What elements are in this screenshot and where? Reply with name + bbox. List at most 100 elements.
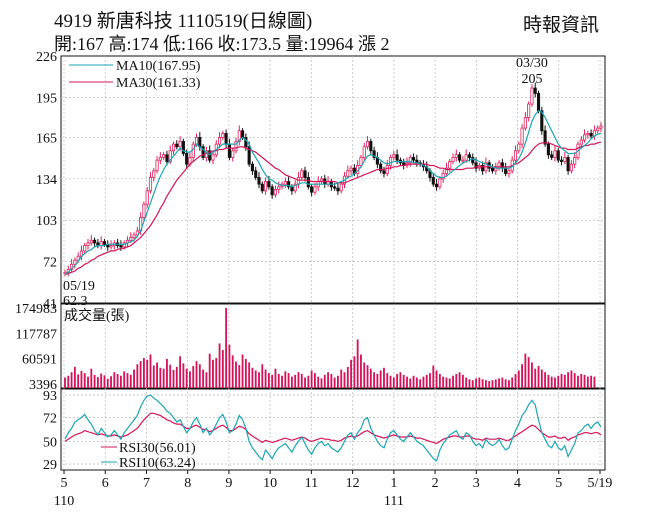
volume-bar xyxy=(531,362,533,388)
candle-body xyxy=(556,150,560,161)
month-tick-label: 8 xyxy=(184,476,191,491)
volume-bar xyxy=(152,365,155,388)
candle-body xyxy=(530,87,534,105)
candle-body xyxy=(86,242,90,246)
rsi30-line xyxy=(64,412,602,445)
volume-bar xyxy=(491,380,494,388)
volume-bar xyxy=(517,370,520,388)
volume-bar xyxy=(228,344,231,388)
volume-bar xyxy=(149,354,152,388)
volume-bar xyxy=(192,366,195,388)
year-tick-label: 110 xyxy=(54,494,74,509)
candle-body xyxy=(441,173,445,180)
candle-body xyxy=(221,133,225,138)
volume-bar xyxy=(386,373,389,388)
volume-bar xyxy=(471,380,474,388)
volume-bar xyxy=(567,372,570,388)
candle-body xyxy=(310,186,314,193)
volume-bar xyxy=(501,377,504,388)
candle-body xyxy=(99,241,103,246)
volume-bar xyxy=(577,375,579,388)
candle-body xyxy=(234,141,238,152)
high-date-label: 03/30 xyxy=(516,56,548,71)
price-tick-label: 165 xyxy=(36,131,57,146)
volume-bar xyxy=(540,369,543,388)
candle-body xyxy=(129,237,133,241)
page-title: 4919 新唐科技 1110519(日線圖) xyxy=(54,11,313,32)
volume-bar xyxy=(373,372,376,388)
volume-bar xyxy=(73,366,76,388)
candle-body xyxy=(175,143,179,148)
volume-bar xyxy=(267,373,270,388)
candle-body xyxy=(142,203,146,218)
volume-bar xyxy=(346,366,349,388)
volume-bar xyxy=(235,361,237,388)
price-tick-label: 103 xyxy=(36,214,57,229)
candle-body xyxy=(536,92,541,112)
volume-bar xyxy=(557,375,560,388)
volume-bar xyxy=(455,373,458,388)
volume-bar xyxy=(185,368,188,388)
volume-bar xyxy=(77,374,80,388)
rsi-tick-label: 29 xyxy=(43,458,57,473)
price-tick-label: 41 xyxy=(43,297,57,312)
month-tick-label: 9 xyxy=(225,476,232,491)
volume-bar xyxy=(524,353,527,388)
candle-body xyxy=(589,133,593,137)
candle-body xyxy=(224,133,228,145)
candle-body xyxy=(171,143,176,152)
volume-bar xyxy=(508,380,510,388)
volume-bar xyxy=(195,361,198,388)
candle-body xyxy=(431,177,435,185)
candle-body xyxy=(185,153,189,165)
candle-body xyxy=(306,177,310,188)
volume-bar xyxy=(251,367,254,388)
volume-bar xyxy=(412,375,415,388)
candle-body xyxy=(76,255,80,261)
candles xyxy=(63,82,603,277)
volume-panel-frame xyxy=(60,303,606,389)
volume-bar xyxy=(438,373,441,388)
ohlc-summary: 開:167 高:174 低:166 收:173.5 量:19964 漲 2 xyxy=(54,34,390,54)
volume-label: 成交量(張) xyxy=(64,307,130,324)
volume-bar xyxy=(478,377,481,388)
volume-bar xyxy=(409,378,412,388)
high-value-label: 205 xyxy=(521,72,542,87)
candle-body xyxy=(543,130,547,145)
candle-body xyxy=(89,239,93,244)
volume-bar xyxy=(172,370,175,388)
candle-body xyxy=(586,133,590,136)
candle-body xyxy=(369,141,373,152)
month-tick-label: 4 xyxy=(514,476,521,491)
candle-body xyxy=(573,157,577,165)
volume-bar xyxy=(547,374,550,388)
candle-body xyxy=(550,154,554,158)
volume-bar xyxy=(514,373,517,388)
volume-bar xyxy=(573,373,576,388)
candle-body xyxy=(168,150,172,162)
volume-bar xyxy=(340,369,343,388)
volume-bar xyxy=(225,308,228,388)
rsi-tick-label: 93 xyxy=(43,389,57,404)
volume-bar xyxy=(586,376,589,388)
candle-body xyxy=(155,159,159,172)
volume-bar xyxy=(445,377,448,388)
candle-body xyxy=(546,143,550,156)
volume-bar xyxy=(215,358,218,388)
candle-body xyxy=(277,186,281,190)
candle-body xyxy=(540,110,544,132)
candle-body xyxy=(250,163,254,172)
volume-bar xyxy=(129,374,132,388)
month-tick-label: 5 xyxy=(61,476,68,491)
volume-bar xyxy=(221,350,224,388)
month-tick-label: 2 xyxy=(432,476,439,491)
month-tick-label: 1 xyxy=(390,476,397,491)
volume-bar xyxy=(468,379,471,388)
volume-bar xyxy=(258,372,260,388)
candle-body xyxy=(109,245,113,248)
volume-bar xyxy=(432,365,435,388)
candle-body xyxy=(63,271,67,275)
volume-bar xyxy=(583,374,586,388)
volume-bar xyxy=(356,339,359,388)
volume-bar xyxy=(159,367,162,388)
